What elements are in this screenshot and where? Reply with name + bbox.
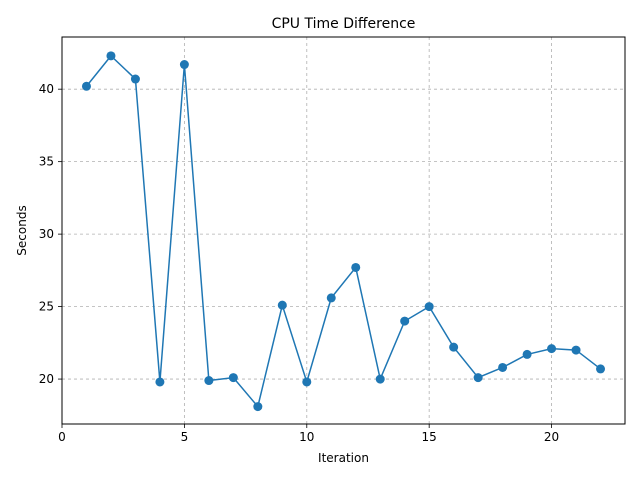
data-point	[400, 316, 410, 326]
y-tick-label: 40	[39, 82, 54, 96]
data-point	[547, 344, 557, 354]
plot-frame	[61, 36, 626, 425]
y-tick-label: 30	[39, 227, 54, 241]
x-tick-label: 0	[58, 430, 66, 444]
data-point	[253, 402, 263, 412]
series-line	[85, 54, 601, 409]
data-point	[204, 376, 214, 386]
y-tick-label: 25	[39, 300, 54, 314]
data-point	[375, 374, 385, 384]
data-point	[326, 293, 336, 303]
data-point	[81, 81, 91, 91]
data-series	[81, 51, 606, 412]
data-point	[424, 302, 434, 312]
data-point	[571, 345, 581, 355]
data-point	[498, 362, 508, 372]
axis-ticks: 0 5 10 15 20 20 25 30 35 40	[39, 82, 559, 444]
x-tick-label: 20	[544, 430, 559, 444]
y-axis-label: Seconds	[15, 205, 29, 255]
data-point	[228, 373, 238, 383]
data-point	[106, 51, 116, 61]
data-point	[130, 74, 140, 84]
data-point	[155, 377, 165, 387]
data-point	[596, 364, 606, 374]
data-point	[351, 262, 361, 272]
data-point	[522, 349, 532, 359]
data-point	[449, 342, 459, 352]
y-tick-label: 20	[39, 372, 54, 386]
data-point	[277, 300, 287, 310]
x-tick-label: 10	[299, 430, 314, 444]
x-tick-label: 15	[422, 430, 437, 444]
y-tick-label: 35	[39, 155, 54, 169]
data-point	[473, 373, 483, 383]
x-axis-label: Iteration	[318, 451, 369, 465]
data-point	[179, 60, 189, 70]
data-point	[302, 377, 312, 387]
x-tick-label: 5	[181, 430, 189, 444]
chart-title: CPU Time Difference	[272, 16, 416, 32]
